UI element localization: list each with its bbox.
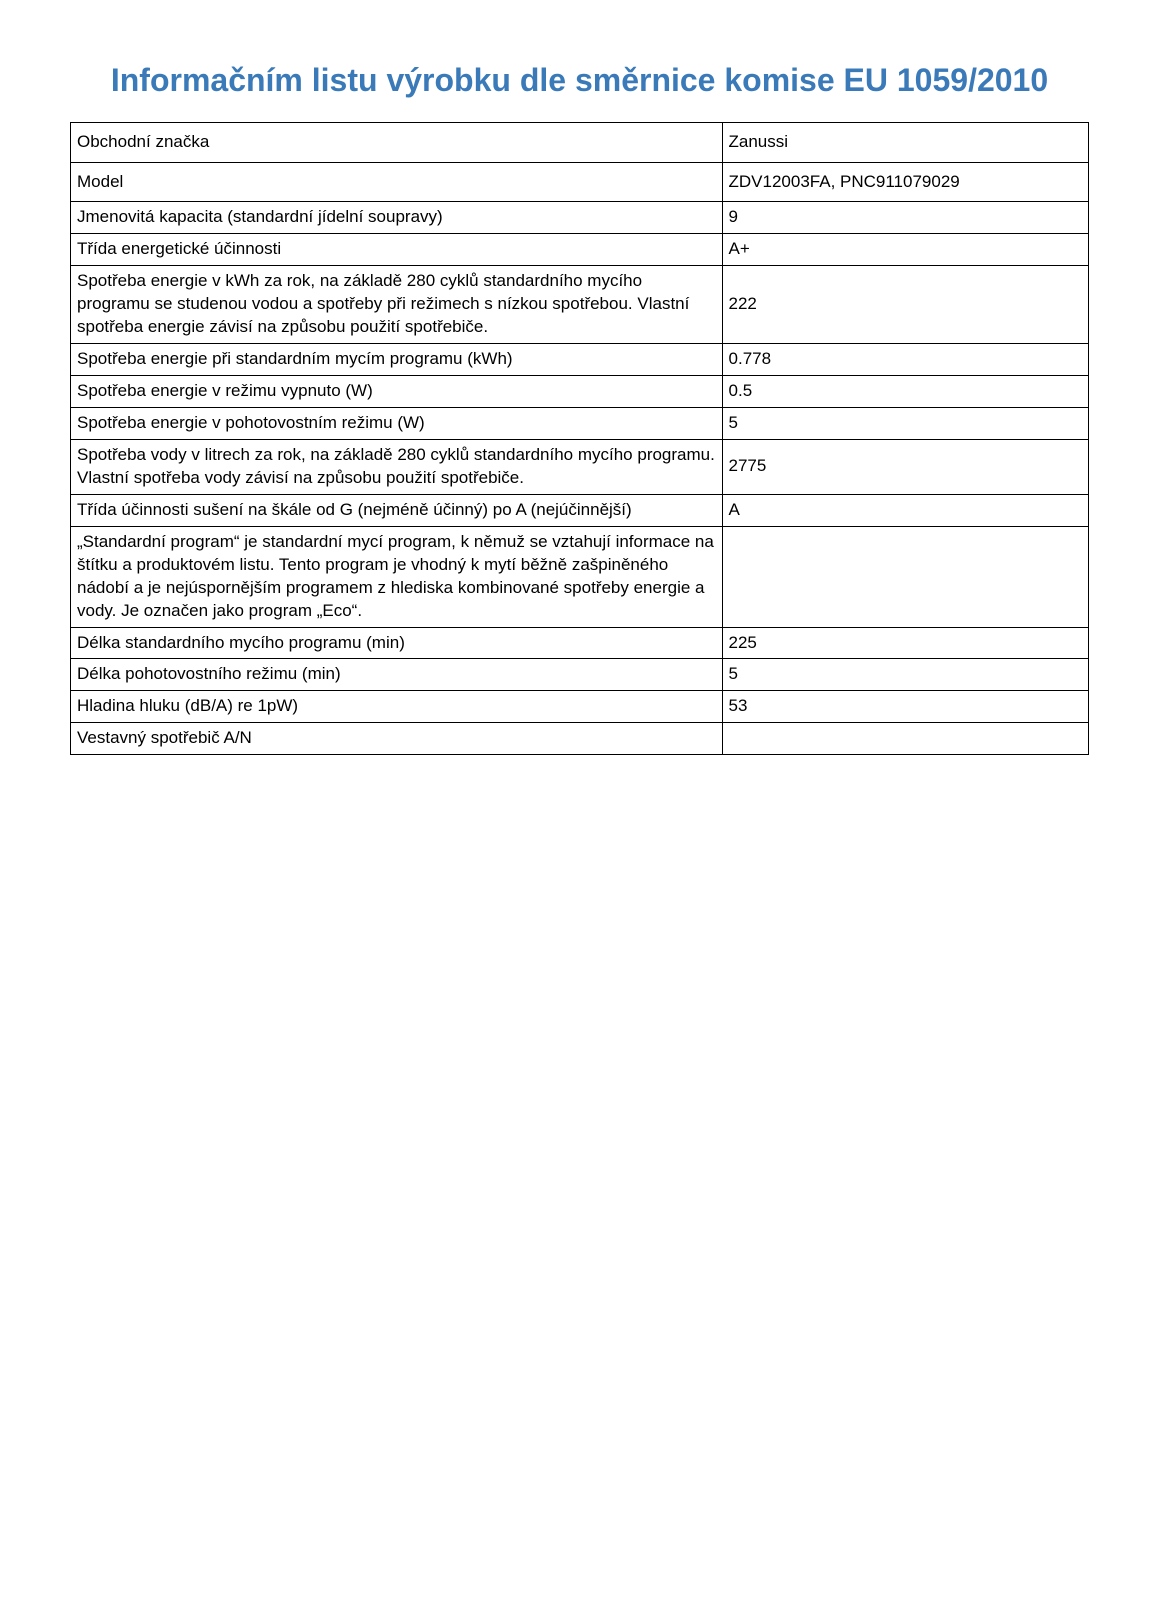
row-value: 5: [722, 408, 1088, 440]
row-value: 2775: [722, 439, 1088, 494]
table-row: Třída účinnosti sušení na škále od G (ne…: [71, 494, 1089, 526]
table-row: ModelZDV12003FA, PNC911079029: [71, 162, 1089, 202]
table-row: Spotřeba energie v kWh za rok, na základ…: [71, 266, 1089, 344]
table-row: Spotřeba energie při standardním mycím p…: [71, 344, 1089, 376]
row-label: Délka pohotovostního režimu (min): [71, 659, 723, 691]
row-label: „Standardní program“ je standardní mycí …: [71, 526, 723, 627]
row-label: Spotřeba energie při standardním mycím p…: [71, 344, 723, 376]
page-title: Informačním listu výrobku dle směrnice k…: [70, 60, 1089, 102]
row-label: Obchodní značka: [71, 122, 723, 162]
row-label: Vestavný spotřebič A/N: [71, 723, 723, 755]
row-label: Třída účinnosti sušení na škále od G (ne…: [71, 494, 723, 526]
row-label: Spotřeba energie v pohotovostním režimu …: [71, 408, 723, 440]
table-row: Hladina hluku (dB/A) re 1pW)53: [71, 691, 1089, 723]
table-row: Jmenovitá kapacita (standardní jídelní s…: [71, 202, 1089, 234]
table-row: Třída energetické účinnostiA+: [71, 234, 1089, 266]
table-row: Délka standardního mycího programu (min)…: [71, 627, 1089, 659]
row-value: Zanussi: [722, 122, 1088, 162]
row-value: ZDV12003FA, PNC911079029: [722, 162, 1088, 202]
row-value: 53: [722, 691, 1088, 723]
row-label: Třída energetické účinnosti: [71, 234, 723, 266]
row-value: [722, 723, 1088, 755]
row-label: Hladina hluku (dB/A) re 1pW): [71, 691, 723, 723]
row-label: Jmenovitá kapacita (standardní jídelní s…: [71, 202, 723, 234]
row-value: 0.5: [722, 376, 1088, 408]
table-row: „Standardní program“ je standardní mycí …: [71, 526, 1089, 627]
row-value: 0.778: [722, 344, 1088, 376]
row-value: A+: [722, 234, 1088, 266]
table-row: Spotřeba energie v režimu vypnuto (W)0.5: [71, 376, 1089, 408]
row-label: Model: [71, 162, 723, 202]
product-data-table: Obchodní značkaZanussiModelZDV12003FA, P…: [70, 122, 1089, 756]
row-value: A: [722, 494, 1088, 526]
table-row: Obchodní značkaZanussi: [71, 122, 1089, 162]
row-value: [722, 526, 1088, 627]
row-value: 222: [722, 266, 1088, 344]
table-row: Spotřeba vody v litrech za rok, na zákla…: [71, 439, 1089, 494]
row-label: Délka standardního mycího programu (min): [71, 627, 723, 659]
row-value: 225: [722, 627, 1088, 659]
table-row: Délka pohotovostního režimu (min)5: [71, 659, 1089, 691]
row-label: Spotřeba energie v režimu vypnuto (W): [71, 376, 723, 408]
row-value: 5: [722, 659, 1088, 691]
row-value: 9: [722, 202, 1088, 234]
row-label: Spotřeba vody v litrech za rok, na zákla…: [71, 439, 723, 494]
table-row: Vestavný spotřebič A/N: [71, 723, 1089, 755]
table-row: Spotřeba energie v pohotovostním režimu …: [71, 408, 1089, 440]
row-label: Spotřeba energie v kWh za rok, na základ…: [71, 266, 723, 344]
